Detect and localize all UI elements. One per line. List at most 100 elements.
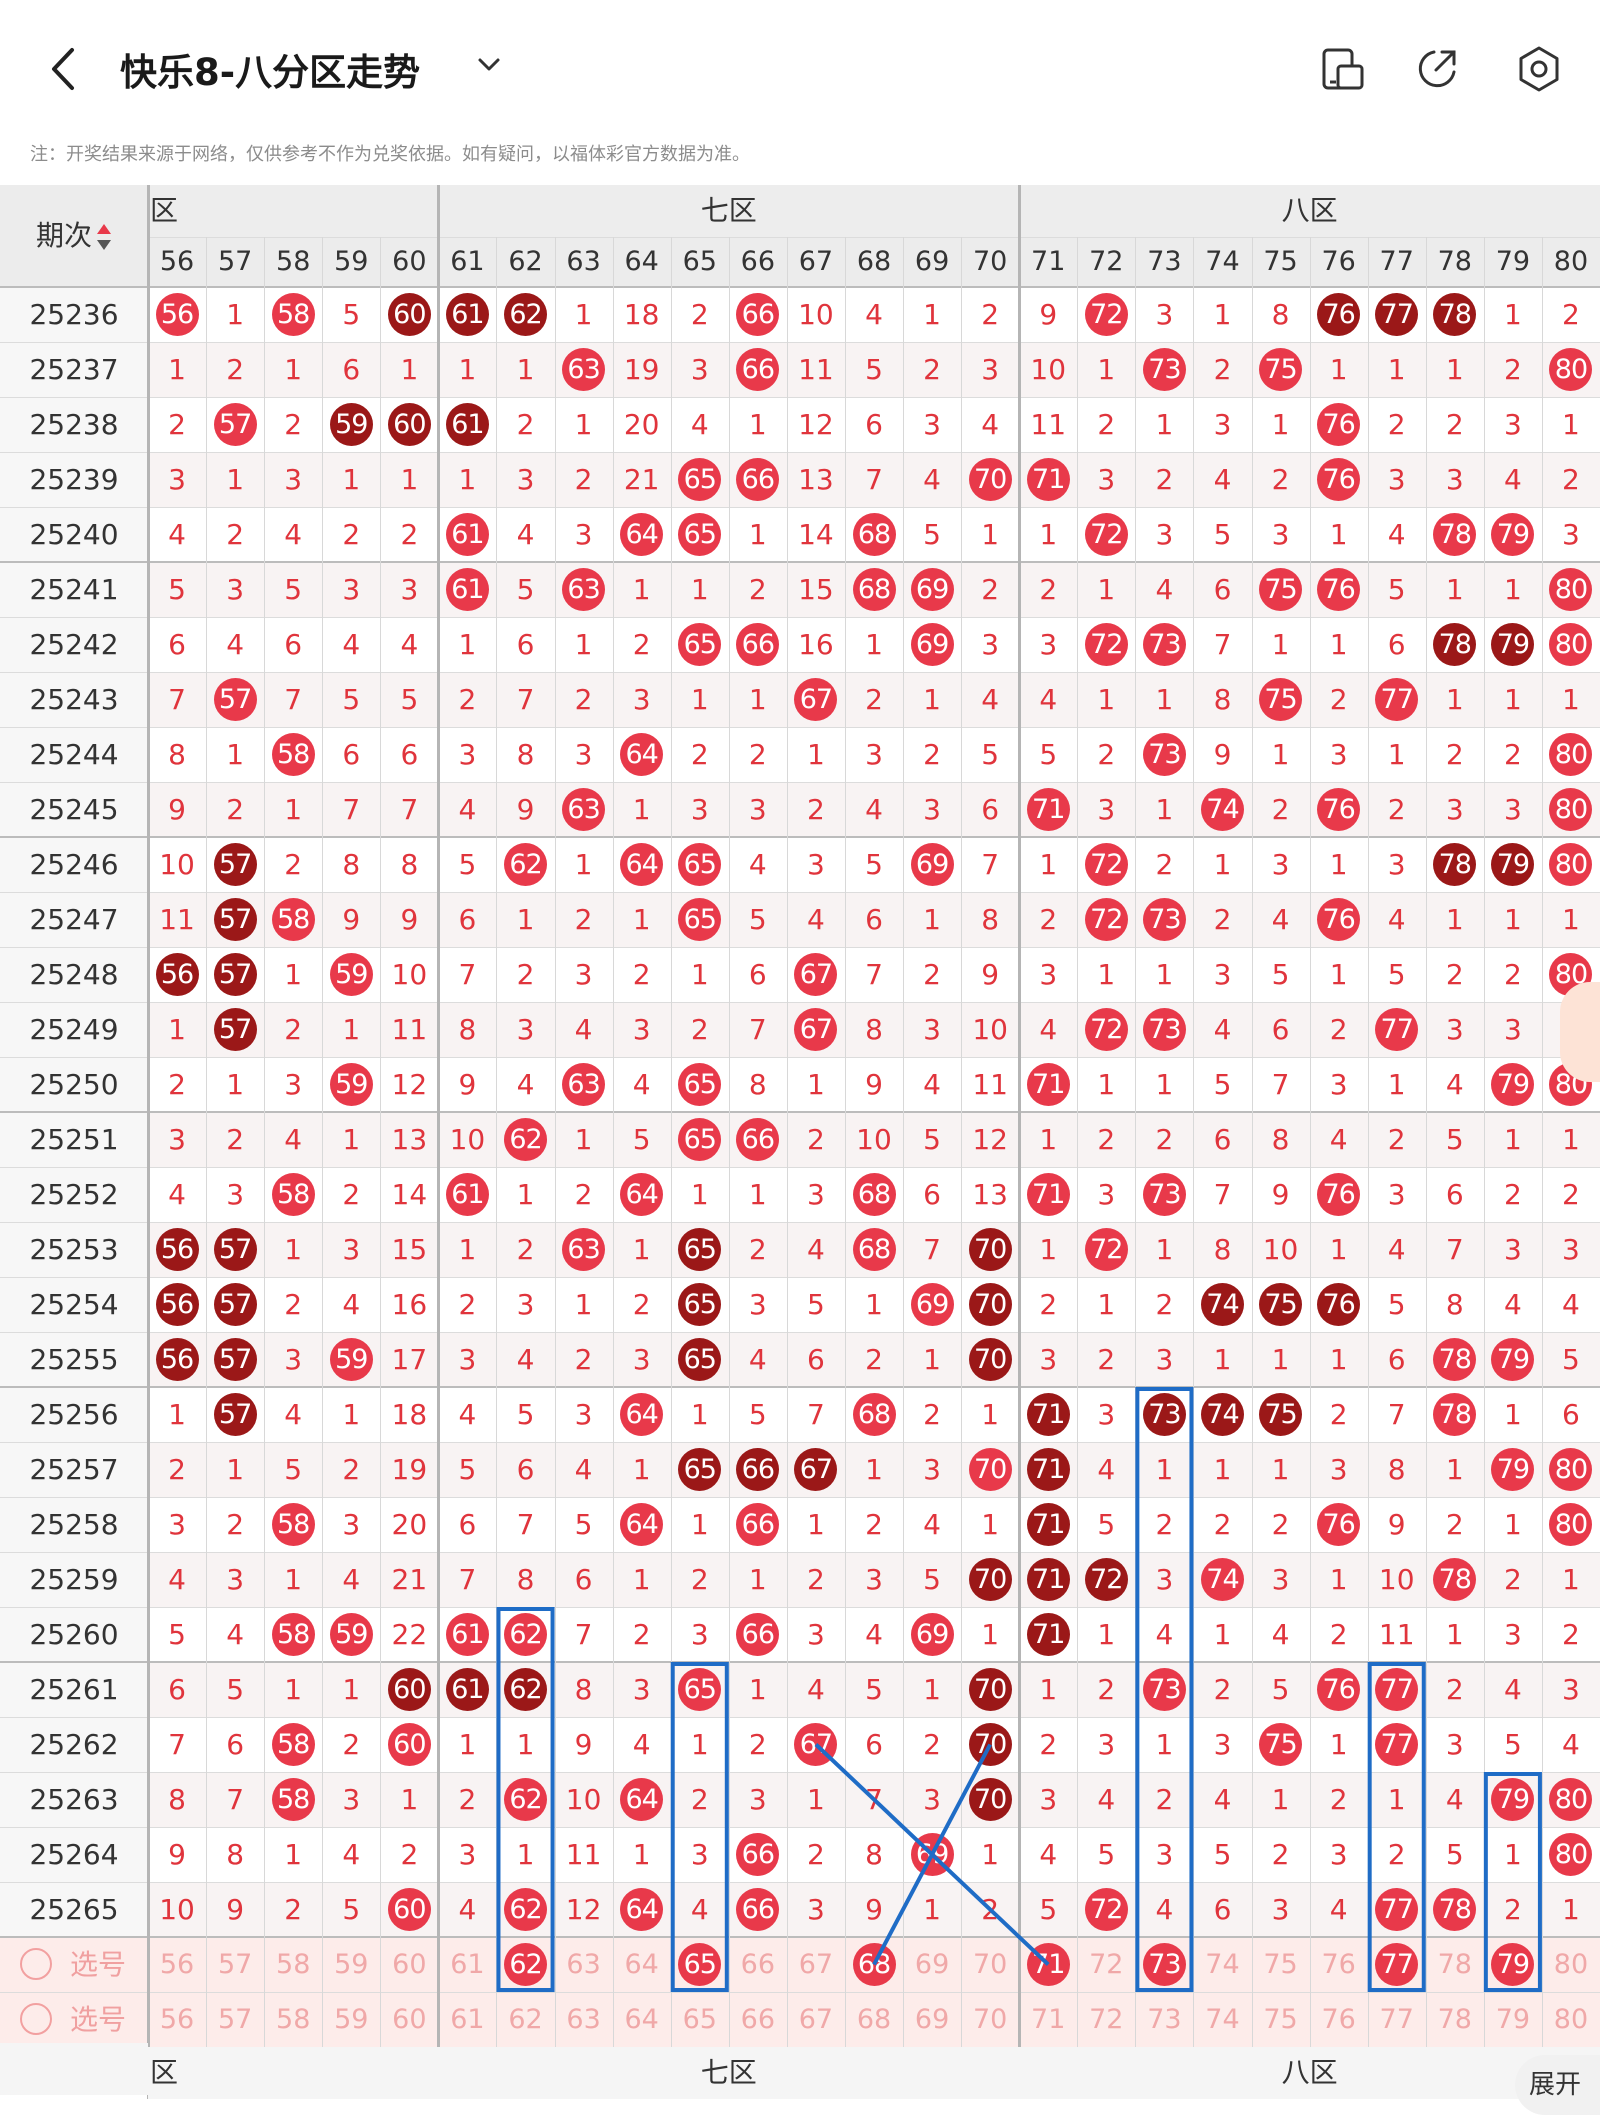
miss-count-cell: 5 (1039, 738, 1058, 771)
miss-count-cell: 1 (748, 683, 767, 716)
drawn-number-ball: 78 (1433, 1558, 1477, 1601)
drawn-number-ball: 70 (968, 1283, 1012, 1326)
column-header: 64 (624, 246, 659, 277)
miss-count-cell: 4 (516, 518, 535, 551)
drawn-number-ball: 71 (1026, 1558, 1070, 1601)
miss-count-cell: 12 (798, 408, 834, 441)
miss-count-cell: 1 (1039, 848, 1058, 881)
miss-count-cell: 1 (1445, 683, 1464, 716)
sort-icon[interactable] (92, 219, 112, 252)
miss-count-cell: 4 (400, 628, 419, 661)
miss-count-cell: 2 (1329, 683, 1348, 716)
drawn-number-ball: 69 (910, 1283, 954, 1326)
miss-count-cell: 9 (865, 1068, 883, 1101)
miss-count-cell: 3 (923, 793, 941, 826)
miss-count-cell: 1 (1503, 683, 1522, 716)
miss-count-cell: 1 (1503, 573, 1522, 606)
miss-count-cell: 1 (226, 1453, 245, 1486)
miss-count-cell: 4 (1329, 1123, 1348, 1156)
miss-count-cell: 1 (284, 353, 303, 386)
drawn-number-ball: 75 (1259, 678, 1303, 721)
miss-count-cell: 2 (807, 793, 825, 826)
miss-count-cell: 1 (574, 298, 593, 331)
drawn-number-ball: 69 (910, 1613, 954, 1656)
miss-count-cell: 1 (1097, 958, 1116, 991)
miss-count-cell: 1 (807, 1508, 825, 1541)
miss-count-cell: 10 (1030, 353, 1067, 386)
drawn-number-ball: 62 (504, 1118, 548, 1161)
miss-count-cell: 6 (168, 1673, 186, 1706)
miss-count-cell: 6 (400, 738, 419, 771)
miss-count-cell: 2 (1562, 1178, 1580, 1211)
miss-count-cell: 1 (400, 353, 419, 386)
drawn-number-ball: 73 (1142, 1173, 1186, 1216)
miss-count-cell: 4 (1387, 903, 1406, 936)
drawn-number-ball: 61 (445, 403, 489, 446)
miss-count-cell: 3 (1155, 1343, 1174, 1376)
miss-count-cell: 3 (284, 1343, 303, 1376)
miss-count-cell: 7 (1387, 1398, 1406, 1431)
drawn-number-ball: 57 (213, 898, 257, 941)
miss-count-cell: 1 (284, 793, 303, 826)
miss-count-cell: 8 (342, 848, 361, 881)
miss-count-cell: 6 (865, 408, 883, 441)
period-cell: 25255 (0, 1332, 148, 1387)
miss-count-cell: 3 (748, 793, 767, 826)
miss-count-cell: 1 (342, 1123, 361, 1156)
miss-count-cell: 3 (1445, 1013, 1464, 1046)
miss-count-cell: 1 (748, 408, 767, 441)
miss-count-cell: 2 (1213, 1508, 1232, 1541)
column-header: 73 (1147, 246, 1182, 277)
miss-count-cell: 4 (342, 628, 361, 661)
miss-count-cell: 5 (516, 1398, 535, 1431)
drawn-number-ball: 67 (794, 953, 838, 996)
drawn-number-ball: 79 (1491, 1338, 1535, 1381)
miss-count-cell: 7 (981, 848, 1000, 881)
miss-count-cell: 1 (1329, 1563, 1348, 1596)
miss-count-cell: 16 (391, 1288, 428, 1321)
miss-count-cell: 15 (391, 1233, 428, 1266)
miss-count-cell: 2 (574, 903, 593, 936)
miss-count-cell: 4 (342, 1288, 361, 1321)
miss-count-cell: 4 (574, 1013, 593, 1046)
miss-count-cell: 1 (1271, 1343, 1290, 1376)
miss-count-cell: 6 (168, 628, 186, 661)
miss-count-cell: 1 (1213, 1343, 1232, 1376)
drawn-number-ball: 65 (678, 623, 722, 666)
miss-count-cell: 4 (516, 1343, 535, 1376)
miss-count-cell: 1 (516, 903, 535, 936)
drawn-number-ball: 56 (155, 293, 199, 336)
miss-count-cell: 1 (1039, 1123, 1058, 1156)
miss-count-cell: 1 (574, 1123, 593, 1156)
drawn-number-ball: 66 (736, 623, 780, 666)
miss-count-cell: 3 (342, 1233, 361, 1266)
miss-count-cell: 3 (807, 1618, 825, 1651)
miss-count-cell: 8 (981, 903, 1000, 936)
miss-count-cell: 1 (632, 573, 651, 606)
miss-count-cell: 4 (1387, 1233, 1406, 1266)
period-header[interactable]: 期次 (0, 185, 148, 287)
miss-count-cell: 6 (516, 628, 535, 661)
miss-count-cell: 5 (1387, 573, 1406, 606)
miss-count-cell: 2 (1155, 1288, 1174, 1321)
miss-count-cell: 5 (400, 683, 419, 716)
miss-count-cell: 4 (458, 793, 477, 826)
period-cell: 25237 (0, 342, 148, 397)
miss-count-cell: 2 (690, 1013, 709, 1046)
table-row-bg (0, 1332, 1600, 1387)
miss-count-cell: 3 (865, 738, 883, 771)
miss-count-cell: 4 (226, 628, 245, 661)
miss-count-cell: 7 (865, 463, 883, 496)
miss-count-cell: 1 (865, 628, 883, 661)
miss-count-cell: 2 (748, 738, 767, 771)
drawn-number-ball: 71 (1026, 788, 1070, 831)
miss-count-cell: 4 (1155, 573, 1174, 606)
drawn-number-ball: 68 (852, 1228, 896, 1271)
drawn-number-ball: 79 (1491, 843, 1535, 886)
period-cell: 25236 (0, 287, 148, 342)
miss-count-cell: 22 (391, 1618, 428, 1651)
miss-count-cell: 1 (1387, 1068, 1406, 1101)
miss-count-cell: 2 (284, 408, 303, 441)
miss-count-cell: 18 (623, 298, 660, 331)
miss-count-cell: 3 (342, 573, 361, 606)
